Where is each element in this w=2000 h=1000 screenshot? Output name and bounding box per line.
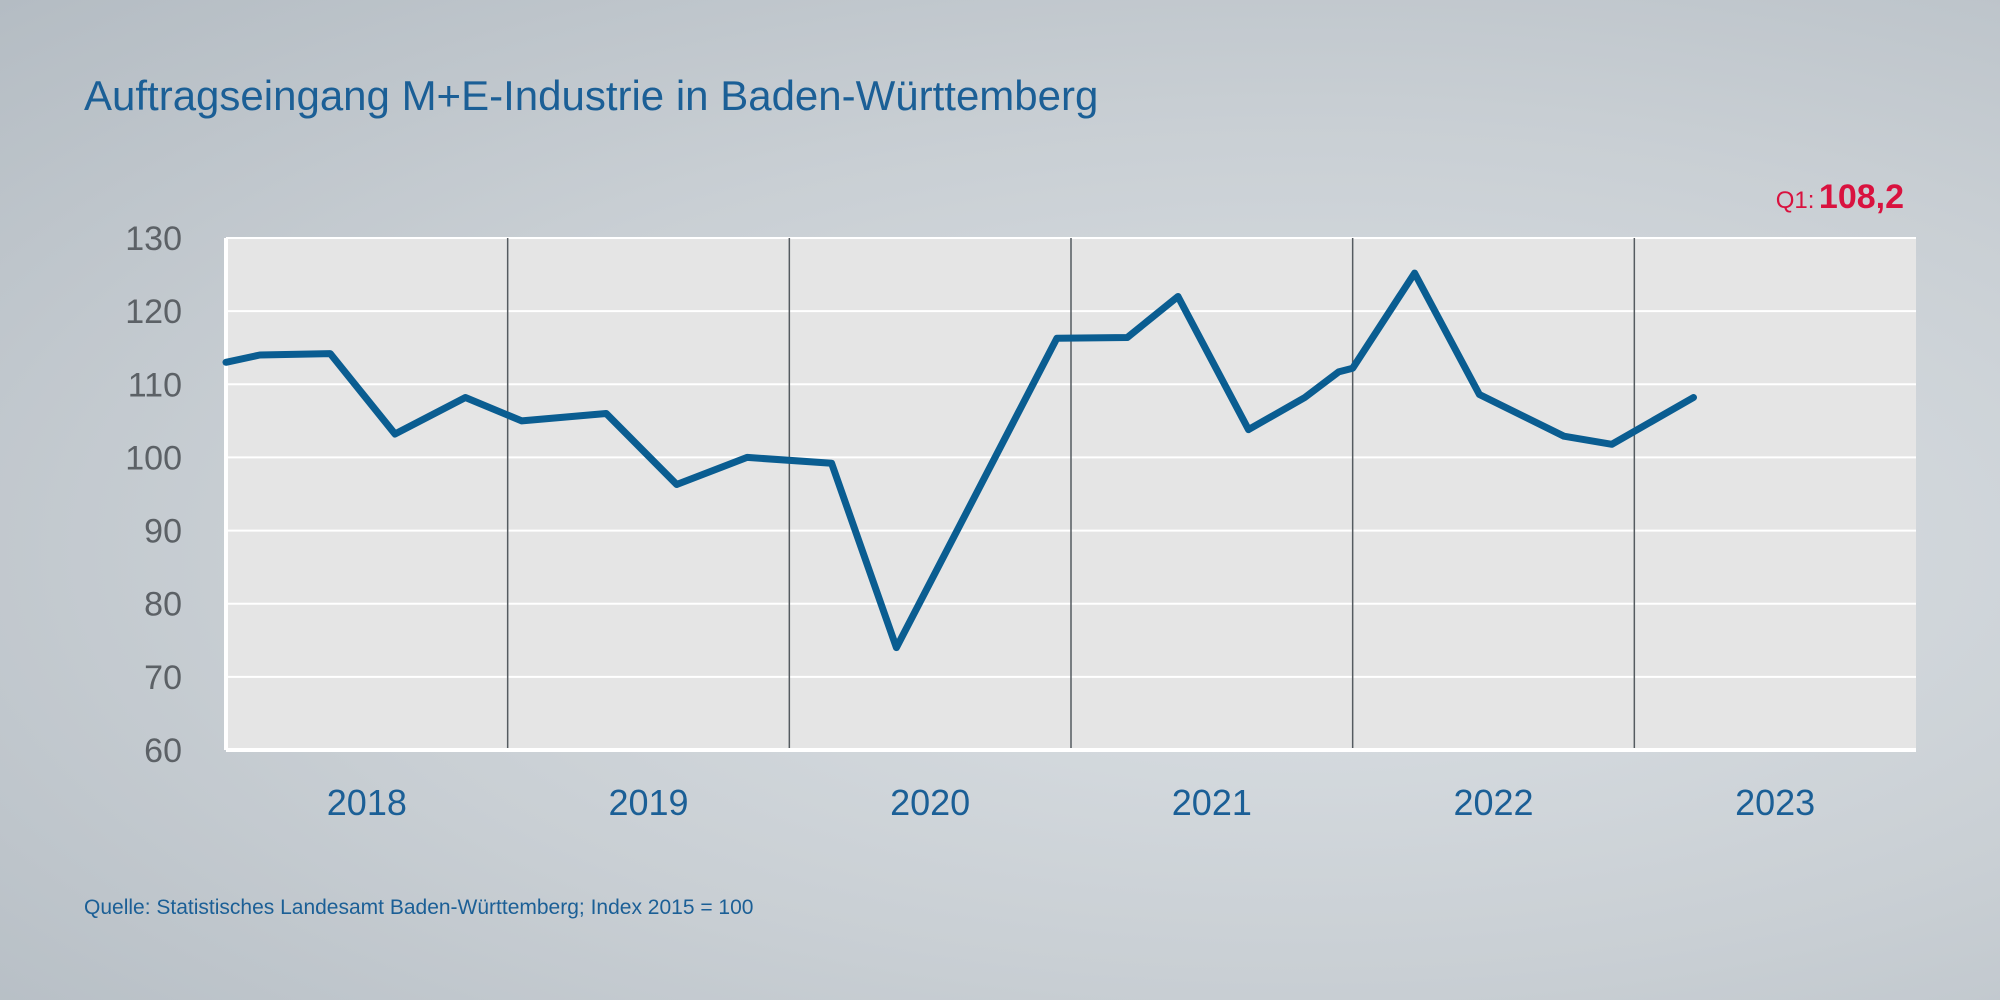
y-tick-80: 80 — [144, 586, 182, 624]
series-line — [222, 269, 1697, 652]
x-tick-2021: 2021 — [1172, 782, 1252, 823]
x-tick-2022: 2022 — [1453, 782, 1533, 823]
chart-title: Auftragseingang M+E-Industrie in Baden-W… — [84, 72, 1099, 119]
source-note: Quelle: Statistisches Landesamt Baden-Wü… — [84, 896, 754, 919]
callout-value: 108,2 — [1818, 178, 1904, 216]
latest-value-callout: Q1: 108,2 — [1776, 178, 1904, 217]
callout-label: Q1: — [1775, 187, 1815, 214]
y-tick-110: 110 — [128, 366, 182, 404]
y-tick-100: 100 — [125, 439, 182, 477]
y-tick-120: 120 — [125, 293, 182, 331]
y-tick-70: 70 — [144, 659, 182, 697]
y-tick-60: 60 — [144, 732, 182, 770]
x-tick-2023: 2023 — [1735, 782, 1815, 823]
x-tick-2020: 2020 — [890, 782, 970, 823]
y-tick-130: 130 — [125, 220, 182, 258]
x-tick-2019: 2019 — [608, 782, 688, 823]
x-tick-2018: 2018 — [327, 782, 407, 823]
y-tick-90: 90 — [144, 513, 182, 551]
